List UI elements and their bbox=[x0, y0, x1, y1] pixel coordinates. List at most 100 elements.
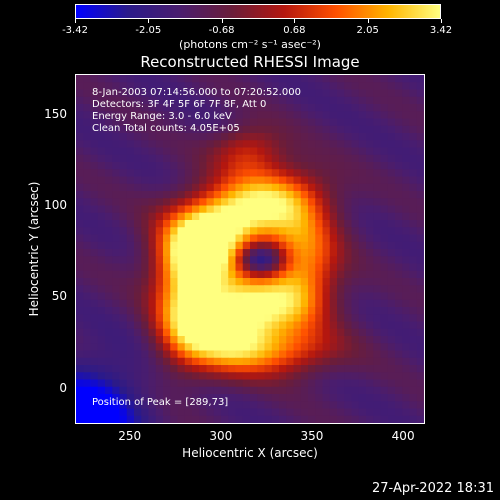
heatmap-cell bbox=[315, 292, 323, 301]
heatmap-cell bbox=[221, 147, 229, 156]
heatmap-cell bbox=[271, 191, 280, 199]
heatmap-cell bbox=[264, 220, 273, 228]
heatmap-cell bbox=[409, 133, 418, 141]
heatmap-cell bbox=[119, 350, 128, 359]
heatmap-cell bbox=[300, 314, 309, 322]
heatmap-cell bbox=[97, 307, 106, 315]
heatmap-cell bbox=[163, 415, 171, 423]
heatmap-cell bbox=[170, 241, 178, 250]
heatmap-cell bbox=[141, 191, 149, 199]
heatmap-cell bbox=[184, 270, 193, 279]
heatmap-cell bbox=[257, 140, 265, 148]
x-tick-label: 250 bbox=[118, 429, 142, 443]
heatmap-cell bbox=[300, 328, 309, 337]
heatmap-cell bbox=[300, 299, 309, 308]
heatmap-cell bbox=[206, 169, 215, 177]
heatmap-cell bbox=[271, 394, 280, 402]
heatmap-cell bbox=[286, 154, 294, 163]
heatmap-cell bbox=[148, 386, 157, 395]
heatmap-cell bbox=[119, 314, 128, 322]
heatmap-cell bbox=[380, 299, 389, 308]
heatmap-cell bbox=[170, 140, 178, 148]
heatmap-cell bbox=[155, 176, 164, 185]
heatmap-cell bbox=[416, 89, 424, 98]
heatmap-cell bbox=[366, 133, 374, 141]
heatmap-cell bbox=[366, 198, 374, 206]
heatmap-cell bbox=[141, 169, 149, 177]
heatmap-cell bbox=[199, 118, 207, 127]
heatmap-cell bbox=[366, 401, 374, 409]
heatmap-cell bbox=[126, 241, 135, 250]
heatmap-cell bbox=[366, 357, 374, 366]
heatmap-cell bbox=[250, 169, 258, 177]
heatmap-cell bbox=[177, 386, 186, 395]
heatmap-cell bbox=[358, 321, 367, 330]
heatmap-cell bbox=[192, 357, 200, 366]
heatmap-cell bbox=[119, 365, 128, 373]
heatmap-cell bbox=[300, 205, 309, 214]
heatmap-cell bbox=[105, 314, 113, 322]
heatmap-cell bbox=[206, 147, 215, 156]
heatmap-cell bbox=[90, 212, 99, 221]
heatmap-cell bbox=[148, 75, 157, 83]
heatmap-cell bbox=[221, 249, 229, 257]
heatmap-cell bbox=[315, 270, 323, 279]
heatmap-cell bbox=[228, 314, 236, 322]
heatmap-cell bbox=[228, 415, 236, 423]
heatmap-cell bbox=[83, 263, 91, 272]
heatmap-cell bbox=[344, 183, 352, 192]
heatmap-cell bbox=[235, 292, 244, 301]
heatmap-cell bbox=[235, 372, 244, 380]
heatmap-cell bbox=[206, 401, 215, 409]
heatmap-cell bbox=[387, 343, 396, 351]
heatmap-cell bbox=[387, 125, 396, 134]
heatmap-cell bbox=[155, 321, 164, 330]
heatmap-cell bbox=[416, 343, 424, 351]
heatmap-cell bbox=[141, 198, 149, 206]
heatmap-cell bbox=[257, 336, 265, 344]
heatmap-cell bbox=[155, 125, 164, 134]
heatmap-cell bbox=[112, 343, 120, 351]
heatmap-cell bbox=[90, 372, 99, 380]
heatmap-cell bbox=[293, 212, 302, 221]
heatmap-cell bbox=[155, 133, 164, 141]
heatmap-cell bbox=[358, 111, 367, 119]
heatmap-cell bbox=[416, 278, 424, 286]
heatmap-cell bbox=[199, 401, 207, 409]
heatmap-cell bbox=[315, 82, 323, 90]
heatmap-cell bbox=[279, 379, 287, 388]
heatmap-cell bbox=[308, 256, 316, 264]
heatmap-cell bbox=[235, 415, 244, 423]
heatmap-cell bbox=[242, 328, 251, 337]
heatmap-cell bbox=[315, 314, 323, 322]
heatmap-cell bbox=[337, 270, 345, 279]
heatmap-cell bbox=[192, 314, 200, 322]
heatmap-cell bbox=[315, 220, 323, 228]
heatmap-cell bbox=[177, 154, 186, 163]
heatmap-cell bbox=[308, 249, 316, 257]
heatmap-cell bbox=[235, 111, 244, 119]
heatmap-cell bbox=[242, 227, 251, 235]
heatmap-cell bbox=[163, 299, 171, 308]
heatmap-cell bbox=[264, 372, 273, 380]
heatmap-cell bbox=[184, 212, 193, 221]
heatmap-cell bbox=[97, 133, 106, 141]
heatmap-cell bbox=[177, 365, 186, 373]
heatmap-cell bbox=[177, 169, 186, 177]
heatmap-cell bbox=[228, 140, 236, 148]
heatmap-cell bbox=[228, 263, 236, 272]
heatmap-cell bbox=[373, 191, 381, 199]
heatmap-cell bbox=[308, 133, 316, 141]
heatmap-cell bbox=[228, 394, 236, 402]
heatmap-cell bbox=[155, 89, 164, 98]
heatmap-cell bbox=[213, 256, 222, 264]
heatmap-cell bbox=[395, 350, 403, 359]
heatmap-cell bbox=[250, 96, 258, 105]
heatmap-cell bbox=[141, 183, 149, 192]
heatmap-cell bbox=[293, 169, 302, 177]
heatmap-cell bbox=[402, 140, 410, 148]
heatmap-cell bbox=[293, 154, 302, 163]
heatmap-cell bbox=[105, 147, 113, 156]
heatmap-cell bbox=[250, 292, 258, 301]
heatmap-cell bbox=[351, 314, 360, 322]
